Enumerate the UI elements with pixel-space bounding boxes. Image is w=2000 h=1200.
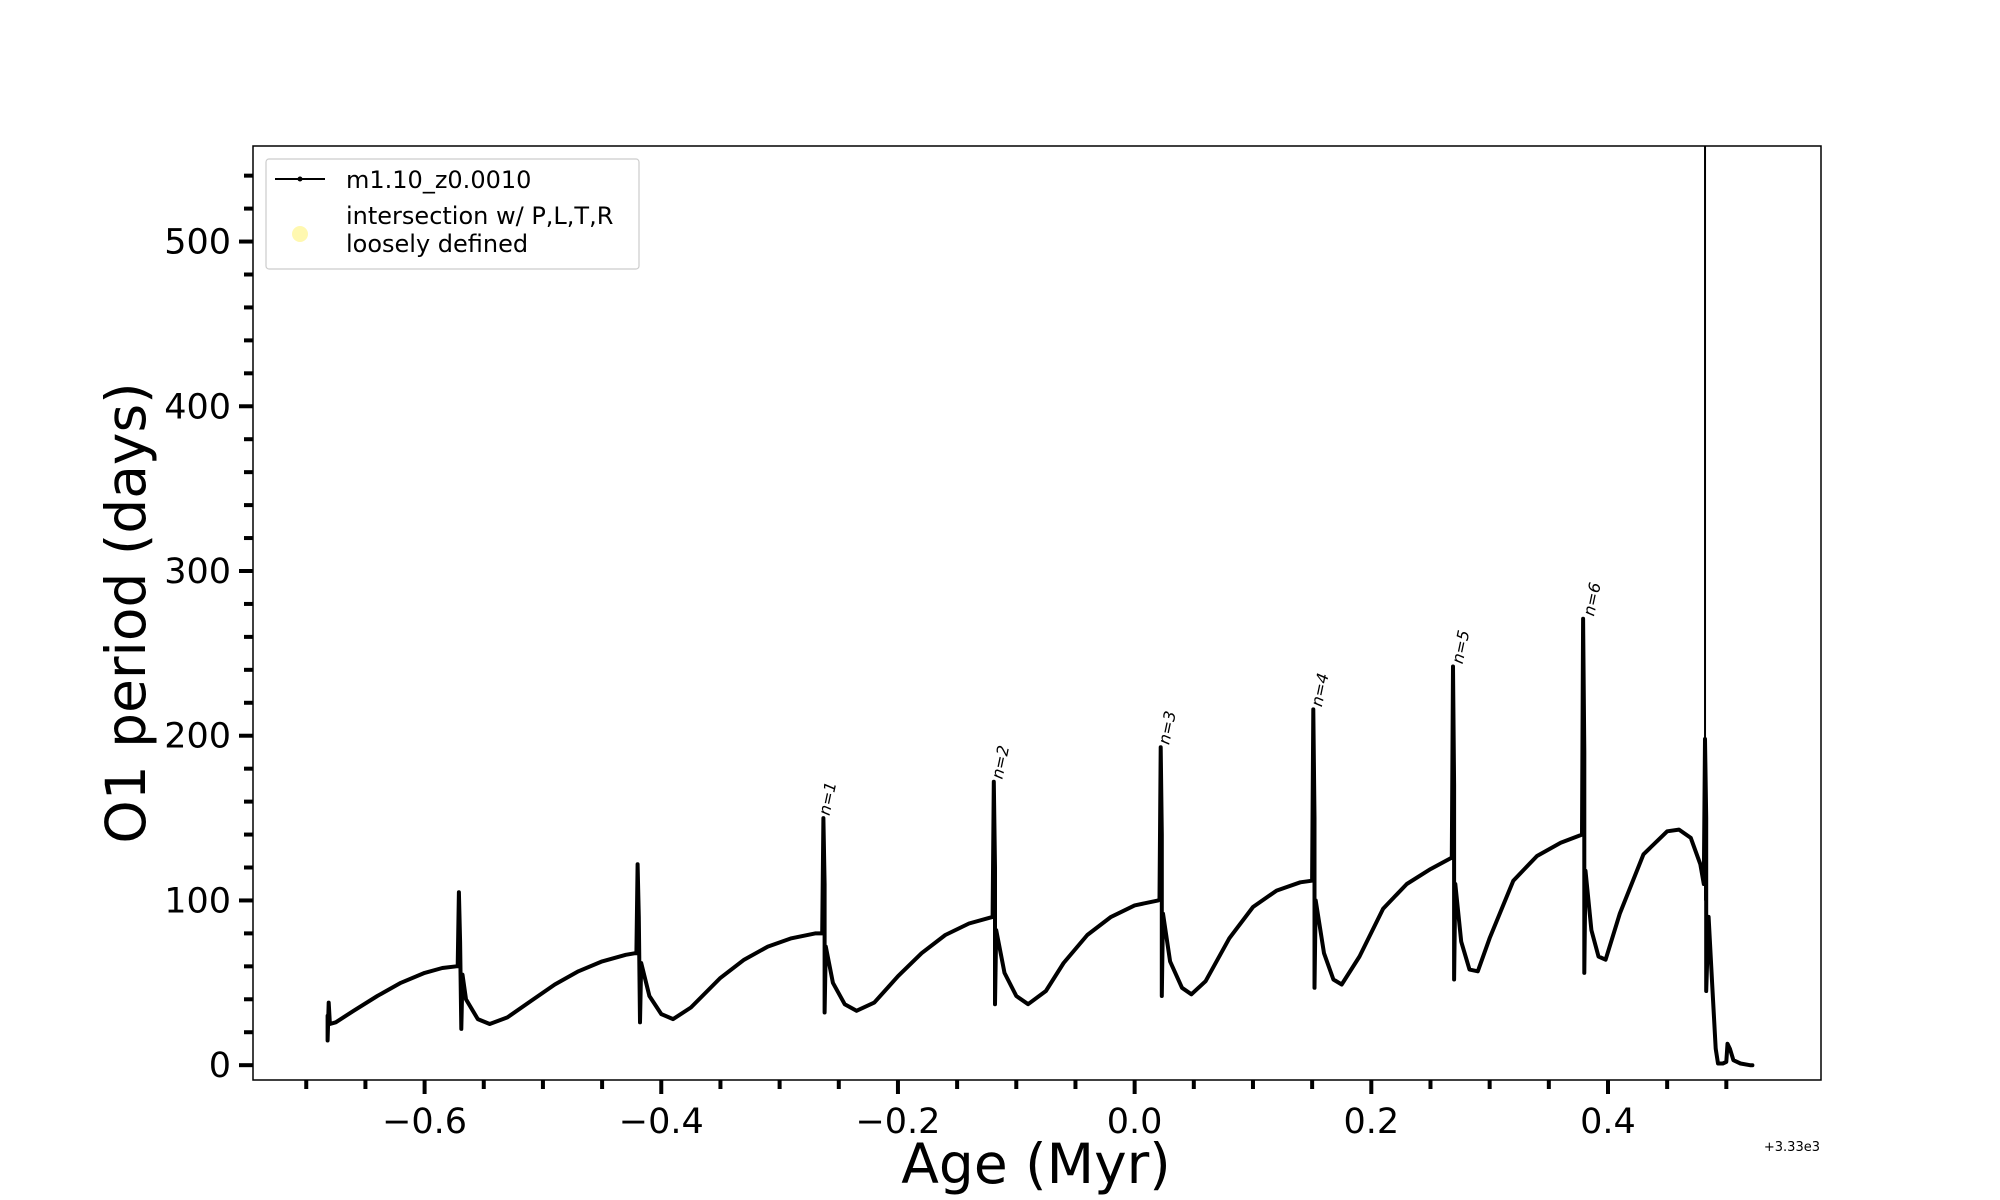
x-tick-label: −0.6 bbox=[382, 1102, 467, 1142]
y-tick-label: 400 bbox=[164, 387, 231, 427]
legend-label-intersection-line1: intersection w/ P,L,T,R bbox=[346, 202, 613, 230]
y-tick-label: 100 bbox=[164, 881, 231, 921]
x-tick-label: −0.2 bbox=[855, 1102, 940, 1142]
legend-intersection-marker bbox=[292, 226, 308, 242]
legend-label-series: m1.10_z0.0010 bbox=[346, 166, 531, 194]
y-tick-label: 500 bbox=[164, 223, 231, 263]
pulse-labels: n=1 n=2 n=3 n=4 n=5 n=6 bbox=[815, 581, 1605, 817]
y-tick-label: 200 bbox=[164, 717, 231, 757]
pulse-label: n=4 bbox=[1307, 671, 1333, 708]
x-axis-offset-label: +3.33e3 bbox=[1764, 1140, 1820, 1155]
y-axis-title: O1 period (days) bbox=[94, 382, 158, 843]
legend: m1.10_z0.0010 intersection w/ P,L,T,R lo… bbox=[265, 158, 640, 270]
pulse-label: n=5 bbox=[1448, 628, 1474, 665]
legend-frame bbox=[265, 158, 640, 270]
legend-dot-marker bbox=[297, 176, 303, 182]
pulse-label: n=6 bbox=[1579, 581, 1605, 618]
x-axis-ticks bbox=[304, 1080, 1729, 1094]
y-axis-ticks bbox=[239, 173, 253, 1068]
x-tick-label: 0.2 bbox=[1343, 1102, 1399, 1142]
x-axis-title: Age (Myr) bbox=[901, 1132, 1170, 1196]
pulse-label: n=3 bbox=[1154, 709, 1180, 746]
series-line bbox=[325, 616, 1755, 1068]
plot-area-frame bbox=[252, 145, 1822, 1081]
legend-label-intersection-line2: loosely defined bbox=[346, 230, 528, 258]
pulse-label: n=2 bbox=[988, 744, 1014, 781]
pulse-label: n=1 bbox=[815, 780, 841, 817]
y-tick-label: 0 bbox=[209, 1046, 231, 1086]
x-tick-label: −0.4 bbox=[619, 1102, 704, 1142]
y-tick-label: 300 bbox=[164, 552, 231, 592]
y-axis-tick-labels: 0 100 200 300 400 500 bbox=[164, 223, 231, 1087]
series-layer bbox=[325, 616, 1755, 1068]
x-axis-tick-labels: −0.6 −0.4 −0.2 0.0 0.2 0.4 bbox=[382, 1102, 1636, 1142]
x-tick-label: 0.4 bbox=[1580, 1102, 1636, 1142]
x-tick-label: 0.0 bbox=[1107, 1102, 1163, 1142]
